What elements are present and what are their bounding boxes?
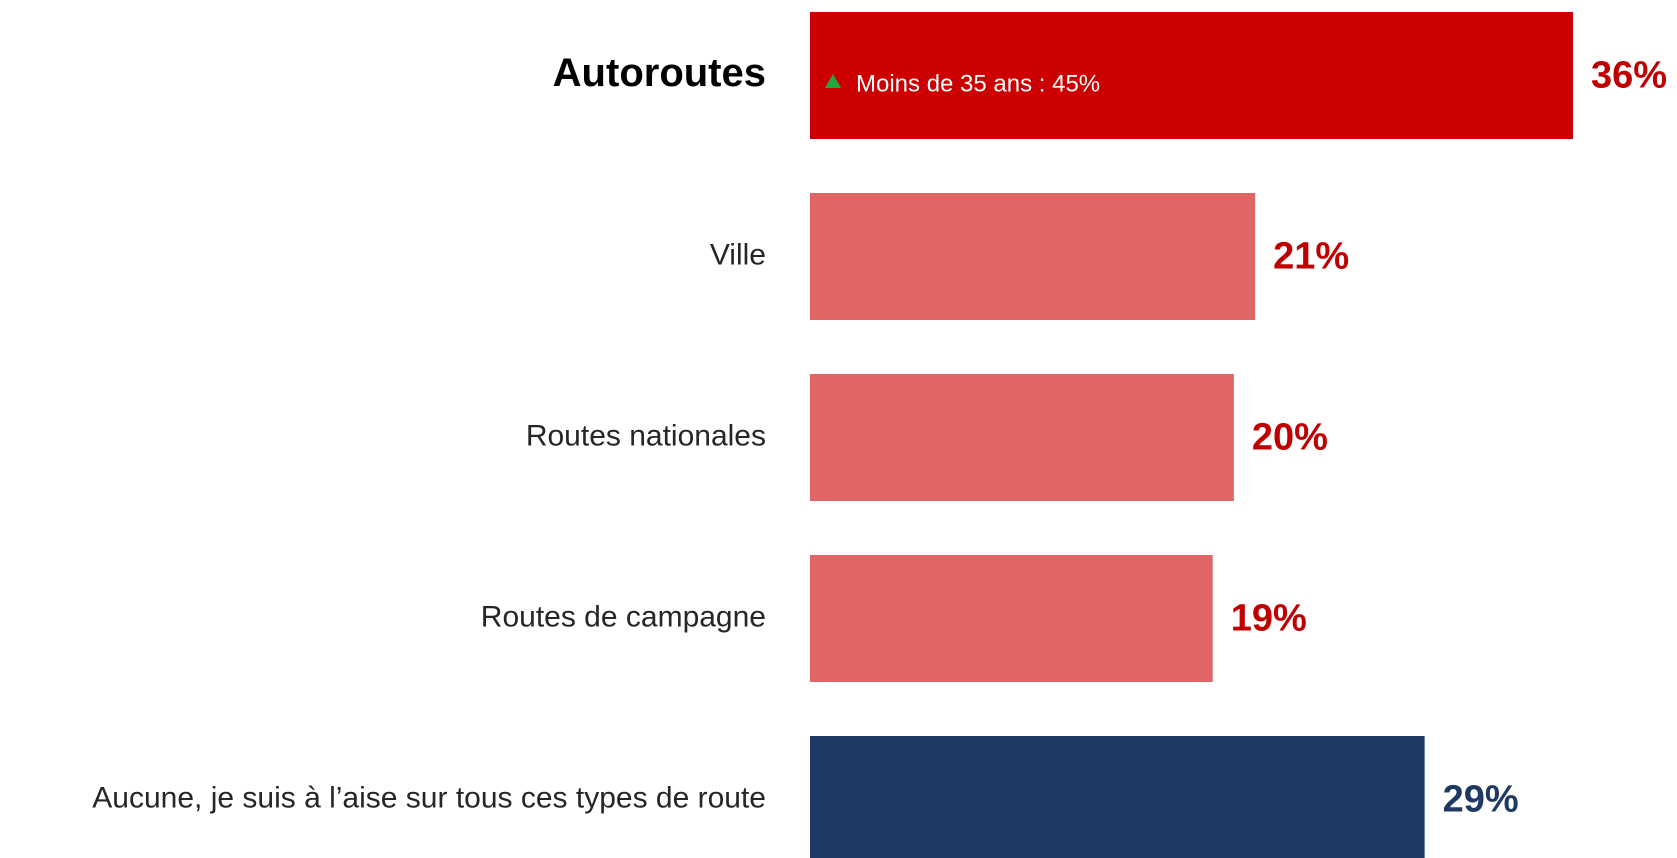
bar xyxy=(810,193,1256,320)
value-label: 36% xyxy=(1591,55,1667,97)
category-label: Autoroutes xyxy=(553,51,766,95)
bar xyxy=(810,555,1213,682)
trend-icon xyxy=(825,74,841,88)
value-label: 21% xyxy=(1273,236,1349,278)
value-label: 29% xyxy=(1443,779,1519,821)
category-label: Ville xyxy=(710,238,766,271)
value-label: 20% xyxy=(1252,417,1328,459)
category-label: Routes nationales xyxy=(526,419,766,452)
category-label: Routes de campagne xyxy=(481,600,766,633)
value-label: 19% xyxy=(1231,598,1307,640)
bar xyxy=(810,12,1573,139)
category-label: Aucune, je suis à l’aise sur tous ces ty… xyxy=(92,781,766,814)
bar xyxy=(810,374,1234,501)
annotation: Moins de 35 ans : 45% xyxy=(856,70,1100,97)
bar xyxy=(810,736,1425,858)
